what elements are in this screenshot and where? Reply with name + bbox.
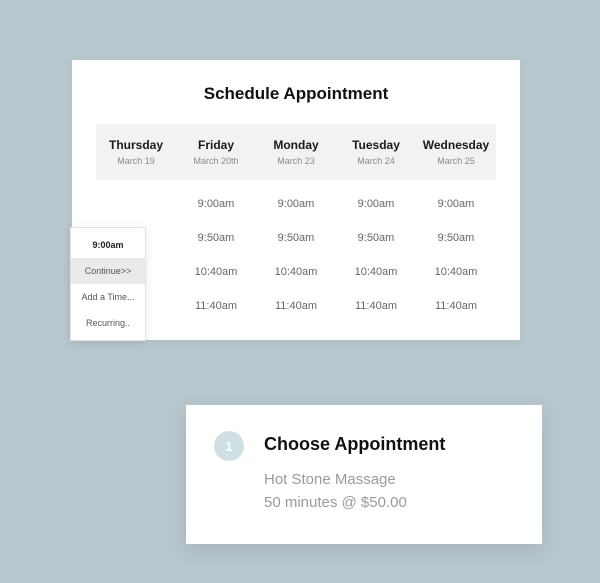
choose-appointment-card: 1 Choose Appointment Hot Stone Massage 5… [186,405,542,544]
popover-continue-button[interactable]: Continue>> [71,258,145,284]
day-name: Friday [176,138,256,152]
time-slot[interactable]: 9:00am [416,198,496,210]
day-date: March 23 [256,156,336,166]
choose-title: Choose Appointment [264,434,514,455]
day-column[interactable]: Wednesday March 25 [416,138,496,166]
day-name: Monday [256,138,336,152]
day-date: March 20th [176,156,256,166]
day-date: March 24 [336,156,416,166]
days-header: Thursday March 19 Friday March 20th Mond… [96,124,496,180]
time-slot[interactable]: 11:40am [176,300,256,312]
step-badge: 1 [214,431,244,461]
time-slot-popover: 9:00am Continue>> Add a Time... Recurrin… [70,227,146,341]
day-column[interactable]: Friday March 20th [176,138,256,166]
day-name: Thursday [96,138,176,152]
time-slot[interactable]: 9:50am [416,232,496,244]
service-meta: 50 minutes @ $50.00 [264,492,514,515]
day-date: March 25 [416,156,496,166]
times-grid: 9:00am 9:00am 9:00am 9:00am 9:00am 9:50a… [96,198,496,312]
time-slot[interactable]: 9:00am [256,198,336,210]
popover-recurring-button[interactable]: Recurring.. [71,310,145,336]
day-column[interactable]: Thursday March 19 [96,138,176,166]
time-slot[interactable]: 11:40am [256,300,336,312]
choose-content: Choose Appointment Hot Stone Massage 50 … [264,431,514,514]
time-slot[interactable]: 10:40am [256,266,336,278]
day-name: Wednesday [416,138,496,152]
time-slot[interactable]: 10:40am [176,266,256,278]
time-slot[interactable]: 10:40am [336,266,416,278]
day-column[interactable]: Tuesday March 24 [336,138,416,166]
service-name: Hot Stone Massage [264,469,514,492]
time-slot[interactable]: 11:40am [336,300,416,312]
day-name: Tuesday [336,138,416,152]
time-slot[interactable]: 10:40am [416,266,496,278]
schedule-title: Schedule Appointment [96,84,496,104]
popover-add-time-button[interactable]: Add a Time... [71,284,145,310]
popover-selected-time[interactable]: 9:00am [71,232,145,258]
time-slot[interactable]: 9:50am [256,232,336,244]
time-slot[interactable]: 9:50am [176,232,256,244]
time-slot[interactable]: 11:40am [416,300,496,312]
time-slot[interactable]: 9:00am [176,198,256,210]
time-slot[interactable]: 9:00am [336,198,416,210]
day-date: March 19 [96,156,176,166]
time-slot[interactable]: 9:50am [336,232,416,244]
day-column[interactable]: Monday March 23 [256,138,336,166]
